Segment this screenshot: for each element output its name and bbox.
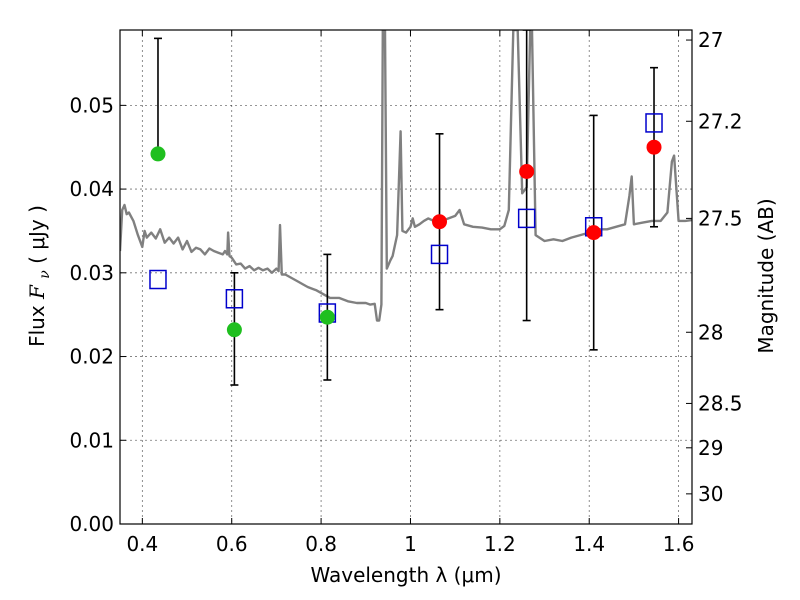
x-axis-label: Wavelength λ (μm) <box>310 563 501 587</box>
observed-points <box>150 139 662 338</box>
y2-axis-label: Magnitude (AB) <box>754 198 778 353</box>
observed-point <box>519 164 535 180</box>
y-tick-label: 0.03 <box>69 261 114 285</box>
y2-tick-label: 30 <box>698 482 723 506</box>
x-tick-label: 0.6 <box>216 532 248 556</box>
observed-point <box>586 225 602 241</box>
model-square <box>225 289 244 309</box>
x-tick-label: 0.4 <box>126 532 158 556</box>
y2-tick-label: 27.2 <box>698 109 743 133</box>
model-square <box>517 208 536 229</box>
model-square <box>149 269 167 290</box>
grid <box>120 30 692 525</box>
observed-point <box>319 309 335 325</box>
observed-point <box>226 322 242 338</box>
y-axis-label: Flux F ν ( μJy ) <box>25 205 54 347</box>
axis-ticks: 0.4 0.6 0.8 1 1.2 1.4 1.6 0.00 0.01 0.02 0.03 0.04 0… <box>69 28 742 556</box>
model-square <box>645 113 663 133</box>
y-tick-label: 0.05 <box>69 93 114 117</box>
observed-point <box>646 139 662 155</box>
y2-tick-label: 28.5 <box>698 391 743 415</box>
y2-tick-label: 29 <box>698 436 723 460</box>
observed-point <box>432 214 448 230</box>
y2-tick-label: 27.5 <box>698 206 743 230</box>
x-tick-label: 1.6 <box>663 532 695 556</box>
x-tick-label: 1 <box>404 532 417 556</box>
y2-tick-label: 28 <box>698 320 723 344</box>
y-tick-label: 0.00 <box>69 512 114 536</box>
y-axis-label-prefix: Flux <box>25 299 49 347</box>
model-square <box>430 244 449 265</box>
y-axis-label-subscript: ν <box>37 270 53 279</box>
spectrum-line <box>120 30 692 322</box>
y-tick-label: 0.04 <box>69 177 114 201</box>
y-tick-label: 0.01 <box>69 428 114 452</box>
y2-tick-label: 27 <box>698 28 723 52</box>
y-axis-label-unit: ( μJy ) <box>25 205 49 264</box>
y-tick-label: 0.02 <box>69 345 114 369</box>
x-tick-label: 1.4 <box>573 532 605 556</box>
x-tick-label: 1.2 <box>484 532 516 556</box>
spectrum-series <box>120 30 692 322</box>
x-tick-label: 0.8 <box>305 532 337 556</box>
y-axis-label-variable: F <box>25 284 49 300</box>
model-points <box>149 113 663 323</box>
observed-point <box>150 146 166 162</box>
plot-frame <box>119 29 693 525</box>
